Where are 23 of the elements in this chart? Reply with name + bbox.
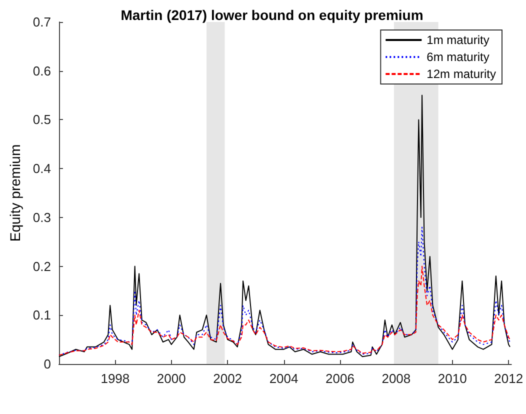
x-tick-label: 2006	[326, 371, 354, 386]
y-tick-label: 0.4	[32, 161, 51, 176]
legend-label: 1m maturity	[426, 33, 490, 47]
legend-label: 12m maturity	[426, 67, 496, 81]
y-tick-label: 0.2	[32, 258, 51, 274]
x-tick-label: 2010	[438, 371, 467, 386]
y-tick-label: 0	[44, 356, 51, 372]
y-tick-label: 0.3	[32, 210, 51, 225]
x-tick-label: 2004	[269, 371, 298, 386]
x-tick-label: 2008	[382, 371, 411, 386]
x-tick-label: 2012	[494, 371, 524, 386]
y-tick-label: 0.7	[32, 14, 51, 30]
line-series	[58, 94, 510, 358]
x-tick-label: 1998	[100, 371, 130, 386]
chart-title: Martin (2017) lower bound on equity premium	[120, 7, 424, 23]
y-tick-label: 0.6	[32, 63, 51, 78]
y-tick-label: 0.1	[32, 308, 51, 323]
x-tick-label: 2000	[156, 371, 186, 386]
x-tick-label: 2002	[213, 371, 242, 386]
y-tick-label: 0.5	[32, 112, 51, 128]
legend-label: 6m maturity	[426, 50, 490, 64]
y-axis-title: Equity premium	[7, 144, 23, 242]
line-series	[58, 266, 510, 356]
